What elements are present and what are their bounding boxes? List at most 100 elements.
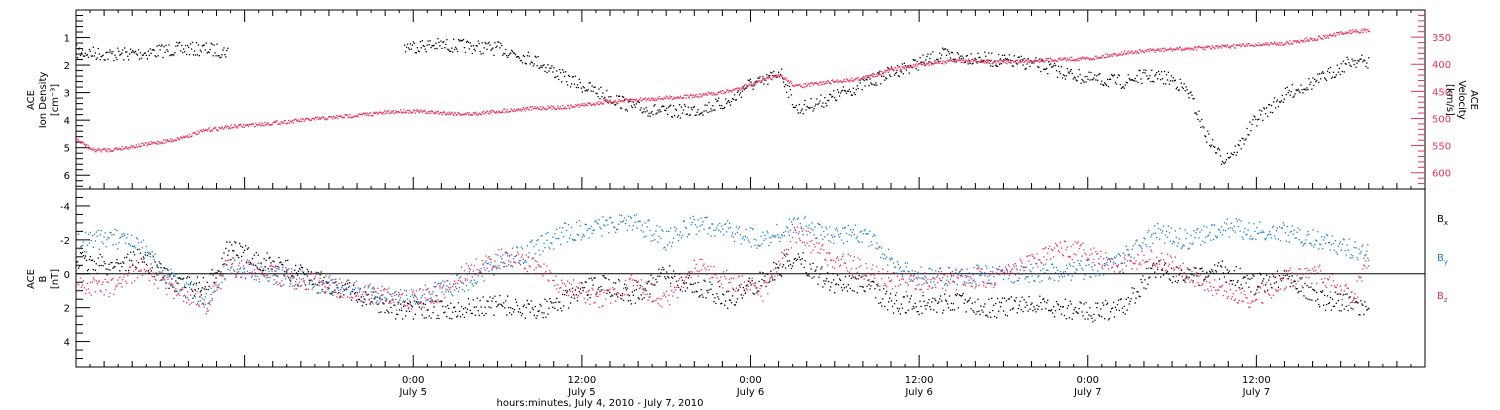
density-point	[439, 45, 441, 47]
density-point	[556, 70, 558, 72]
bx-point	[646, 283, 648, 285]
density-point	[870, 82, 872, 84]
bx-point	[315, 271, 317, 274]
velocity-point	[688, 96, 690, 98]
velocity-point	[776, 75, 778, 78]
velocity-point	[188, 136, 190, 138]
density-point	[1216, 148, 1219, 150]
density-point	[939, 52, 941, 54]
velocity-point	[581, 104, 583, 106]
density-point	[1355, 66, 1357, 68]
density-point	[915, 68, 917, 70]
by-point	[596, 222, 598, 224]
velocity-point	[1323, 34, 1325, 37]
bx-point	[629, 299, 632, 302]
velocity-point	[1025, 59, 1027, 62]
velocity-point	[1225, 46, 1227, 48]
bx-point	[794, 257, 796, 260]
bx-point	[708, 289, 710, 291]
bx-point	[374, 297, 376, 299]
velocity-point	[476, 114, 478, 116]
bx-point	[895, 300, 898, 302]
density-point	[1029, 65, 1031, 68]
bx-point	[1263, 278, 1265, 280]
density-point	[120, 53, 122, 55]
density-point	[619, 95, 621, 97]
velocity-point	[650, 98, 652, 100]
bx-point	[429, 300, 431, 303]
by-point	[246, 270, 249, 273]
by-point	[342, 290, 344, 293]
density-point	[1120, 87, 1122, 90]
bx-point	[982, 311, 984, 313]
velocity-point	[844, 80, 846, 83]
by-point	[520, 246, 523, 248]
velocity-point	[259, 122, 261, 124]
bx-point	[655, 278, 657, 281]
velocity-point	[1281, 42, 1283, 44]
velocity-point	[667, 97, 669, 100]
density-point	[1090, 71, 1092, 74]
velocity-point	[118, 147, 120, 149]
velocity-point	[498, 110, 500, 112]
velocity-point	[1062, 58, 1065, 60]
velocity-point	[1219, 46, 1222, 48]
by-point	[119, 237, 121, 239]
bx-point	[666, 271, 668, 273]
by-point	[262, 268, 264, 270]
bx-point	[199, 291, 201, 293]
density-point	[1262, 119, 1264, 122]
velocity-point	[880, 74, 882, 76]
velocity-point	[1106, 56, 1108, 58]
by-point	[243, 267, 246, 269]
bx-point	[116, 258, 118, 261]
velocity-point	[288, 122, 290, 124]
bx-point	[166, 268, 168, 270]
density-point	[1322, 71, 1324, 73]
bx-point	[542, 317, 544, 319]
by-point	[265, 274, 267, 277]
density-point	[1068, 72, 1070, 74]
velocity-point	[945, 62, 948, 64]
velocity-point	[1159, 50, 1161, 52]
bx-point	[456, 316, 458, 318]
density-point	[1153, 81, 1155, 83]
velocity-point	[517, 109, 519, 111]
velocity-point	[775, 74, 777, 76]
velocity-point	[796, 84, 798, 86]
velocity-point	[1062, 58, 1064, 60]
by-point	[142, 239, 145, 241]
velocity-point	[382, 113, 384, 115]
velocity-point	[720, 92, 723, 95]
density-point	[1112, 75, 1115, 77]
velocity-point	[454, 112, 456, 114]
bx-point	[184, 286, 186, 288]
bx-point	[460, 305, 463, 308]
density-point	[871, 83, 873, 85]
bx-point	[120, 262, 122, 264]
density-point	[1239, 140, 1241, 142]
bx-point	[1198, 284, 1200, 286]
bx-point	[234, 241, 236, 243]
bx-point	[230, 259, 232, 261]
bx-point	[918, 313, 920, 316]
bx-point	[1170, 267, 1173, 270]
velocity-point	[578, 106, 580, 109]
bx-point	[218, 270, 220, 272]
bx-point	[525, 306, 527, 309]
density-point	[1172, 77, 1174, 79]
velocity-point	[1089, 57, 1092, 60]
by-point	[189, 284, 192, 286]
bx-point	[1192, 280, 1194, 282]
bx-point	[870, 285, 872, 287]
velocity-point	[1233, 43, 1235, 45]
density-point	[171, 54, 173, 56]
density-point	[684, 105, 687, 107]
bx-point	[125, 269, 127, 272]
density-point	[682, 109, 685, 111]
velocity-point	[1120, 51, 1123, 53]
bx-point	[728, 299, 731, 301]
density-point	[1016, 63, 1018, 65]
by-point	[219, 273, 221, 275]
bx-point	[833, 279, 835, 281]
